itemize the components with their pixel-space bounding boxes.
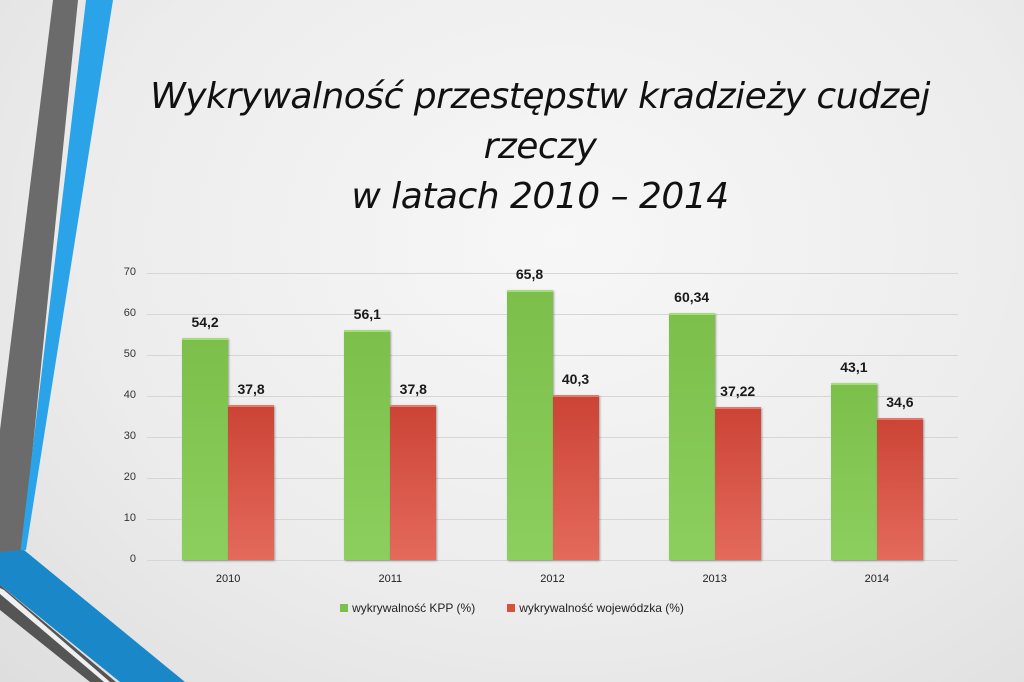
title-line-1: Wykrywalność przestępstw kradzieży cudze… — [150, 76, 930, 167]
y-tick-label: 70 — [123, 266, 136, 278]
green-swatch-icon — [340, 604, 349, 612]
y-tick-label: 40 — [123, 389, 136, 401]
data-label: 56,1 — [353, 305, 381, 322]
slide-title: Wykrywalność przestępstw kradzieży cudze… — [100, 72, 980, 222]
gray-stripe-upper — [0, 0, 78, 560]
y-tick-label: 50 — [123, 348, 136, 360]
bar-kpp — [506, 290, 553, 560]
gridline — [147, 355, 958, 356]
x-tick-label: 2014 — [864, 573, 890, 585]
bar-kpp — [668, 312, 715, 560]
data-label: 34,6 — [886, 394, 914, 411]
bar-kpp — [830, 383, 877, 560]
data-label: 43,1 — [840, 359, 868, 376]
data-label: 37,8 — [237, 381, 265, 398]
data-label: 54,2 — [191, 313, 219, 330]
blue-stripe-lower — [0, 550, 185, 682]
x-tick-label: 2013 — [702, 573, 727, 585]
bar-kpp — [344, 329, 391, 560]
data-label: 37,22 — [720, 383, 756, 400]
data-label: 60,34 — [674, 288, 710, 305]
bar-wojewodzka — [228, 405, 275, 560]
legend-item-kpp: wykrywalność KPP (%) — [340, 601, 475, 615]
bar-wojewodzka — [390, 405, 437, 560]
x-tick-label: 2011 — [378, 573, 403, 585]
blue-stripe-upper — [0, 0, 113, 560]
y-tick-label: 10 — [123, 512, 136, 524]
y-tick-label: 0 — [129, 553, 136, 565]
data-label: 37,8 — [399, 381, 427, 398]
y-tick-label: 30 — [123, 430, 136, 442]
chart-legend: wykrywalność KPP (%) wykrywalność wojewó… — [0, 601, 1024, 615]
bar-wojewodzka — [552, 394, 599, 560]
legend-label: wykrywalność KPP (%) — [352, 601, 476, 615]
legend-label: wykrywalność wojewódzka (%) — [519, 601, 684, 615]
bar-kpp — [182, 337, 229, 560]
bar-wojewodzka — [876, 418, 923, 560]
title-line-2: w latach 2010 – 2014 — [351, 176, 729, 217]
y-tick-label: 60 — [123, 307, 136, 319]
x-tick-label: 2012 — [540, 573, 565, 585]
legend-item-wojewodzka: wykrywalność wojewódzka (%) — [507, 601, 684, 615]
red-swatch-icon — [507, 604, 516, 612]
bar-wojewodzka — [714, 407, 761, 560]
data-label: 40,3 — [561, 370, 590, 387]
gray-stripe-lower — [0, 585, 116, 682]
gridline — [147, 314, 958, 315]
x-tick-label: 2010 — [215, 573, 241, 585]
gridline — [147, 560, 958, 561]
data-label: 65,8 — [515, 266, 544, 283]
y-tick-label: 20 — [123, 471, 136, 483]
gridline — [147, 273, 958, 274]
